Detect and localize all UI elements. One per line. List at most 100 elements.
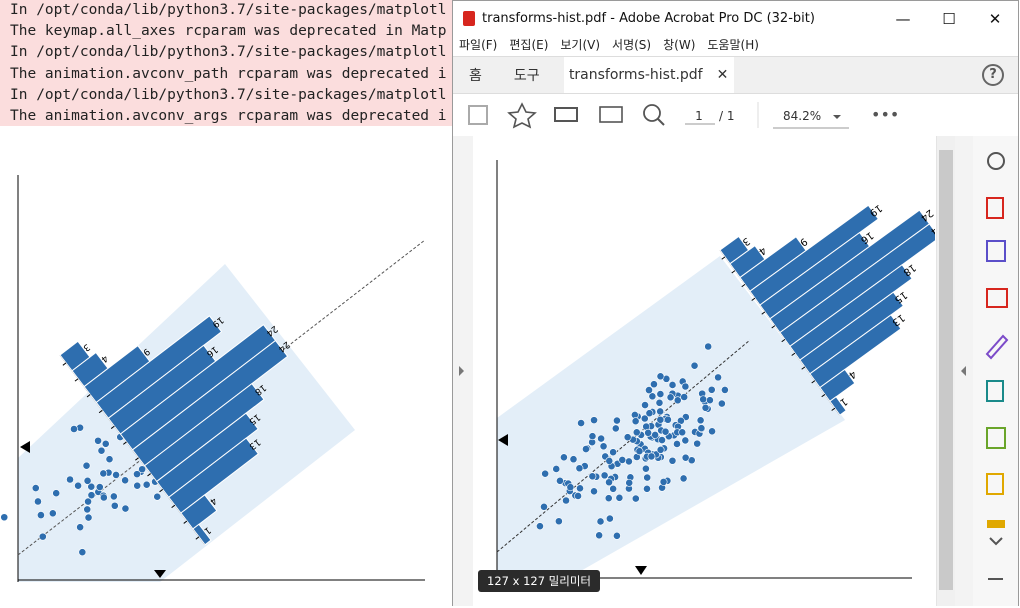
acrobat-window: transforms-hist.pdf - Adobe Acrobat Pro … xyxy=(452,0,1019,606)
app-icon xyxy=(463,11,475,26)
tool-icon[interactable] xyxy=(986,473,1004,495)
menu-item[interactable]: 편집(E) xyxy=(509,38,549,52)
scatter-point xyxy=(70,425,78,433)
tools-tab[interactable]: 도구 xyxy=(513,68,540,84)
window-title: transforms-hist.pdf - Adobe Acrobat Pro … xyxy=(482,11,815,26)
maximize[interactable]: ☐ xyxy=(942,9,956,28)
hist-tick xyxy=(195,536,200,540)
scatter-point xyxy=(105,455,114,464)
save[interactable] xyxy=(468,105,488,125)
scatter-point xyxy=(48,509,57,518)
tab-bar: 홈 도구 transforms-hist.pdf ✕ ? xyxy=(453,56,1018,94)
page xyxy=(473,136,936,606)
hist-tick xyxy=(122,441,127,445)
document-view xyxy=(453,136,1018,606)
scatter-point xyxy=(0,513,9,522)
collapse-right[interactable] xyxy=(961,366,966,376)
console-line: In /opt/conda/lib/python3.7/site-package… xyxy=(10,44,447,61)
hist-label: 9 xyxy=(140,346,151,358)
expand-left[interactable] xyxy=(459,366,464,376)
scatter-point xyxy=(76,523,85,532)
menu-item[interactable]: 도움말(H) xyxy=(707,38,759,52)
scatter-point xyxy=(110,501,119,510)
hist-tick xyxy=(110,425,115,429)
console-line: The animation.avconv_path rcparam was de… xyxy=(10,65,447,82)
scatter-point xyxy=(142,480,151,489)
hist-label: 4 xyxy=(207,495,218,507)
hist-tick xyxy=(62,362,67,366)
toolbar: 1 / 1 84.2% ••• xyxy=(453,94,1018,137)
scatter-point xyxy=(83,505,92,514)
menu-bar: 파일(F) 편집(E) 보기(V) 서명(S) 창(W) 도움말(H) xyxy=(453,36,1018,56)
page-total: / 1 xyxy=(719,109,735,123)
more-tools[interactable] xyxy=(989,537,1003,546)
hist-bar xyxy=(192,523,212,546)
menu-item[interactable]: 파일(F) xyxy=(459,38,498,52)
hist-label: 4 xyxy=(99,353,110,365)
scroll-thumb[interactable] xyxy=(939,150,953,590)
console-line: In /opt/conda/lib/python3.7/site-package… xyxy=(10,86,447,103)
zoom-tool[interactable] xyxy=(643,104,661,122)
help[interactable]: ? xyxy=(982,64,1004,86)
scatter-point xyxy=(153,492,162,501)
scatter-point xyxy=(84,513,93,522)
console-line: The animation.avconv_args rcparam was de… xyxy=(10,107,447,124)
tool-icon[interactable] xyxy=(986,240,1006,262)
scatter-point xyxy=(94,436,102,445)
scatter-point xyxy=(112,471,120,479)
scatter-point xyxy=(95,483,104,491)
document-tab[interactable]: transforms-hist.pdf ✕ xyxy=(563,57,734,93)
scatter-point xyxy=(133,470,141,479)
scatter-point xyxy=(87,482,96,491)
menu-item[interactable]: 보기(V) xyxy=(560,38,601,52)
hist-tick xyxy=(135,457,139,461)
scatter-point xyxy=(31,484,40,492)
toolbar-icons: 1 / 1 84.2% ••• xyxy=(468,102,899,129)
scatter-point xyxy=(82,461,91,470)
scatter-point xyxy=(34,497,42,506)
bookmark[interactable] xyxy=(507,102,537,129)
scatter-point xyxy=(138,465,147,474)
scatter-point xyxy=(97,446,106,455)
tool-icon[interactable] xyxy=(986,427,1006,449)
document-tab-label: transforms-hist.pdf xyxy=(568,67,703,83)
scatter-point xyxy=(78,548,87,557)
tool-icon[interactable] xyxy=(987,520,1005,528)
home-tab[interactable]: 홈 xyxy=(469,68,482,84)
hist-tick xyxy=(147,473,151,477)
menu-item[interactable]: 서명(S) xyxy=(612,38,652,52)
title-bar: transforms-hist.pdf - Adobe Acrobat Pro … xyxy=(453,1,1018,36)
minimize[interactable]: — xyxy=(895,9,911,28)
close[interactable]: ✕ xyxy=(988,9,1002,28)
more[interactable]: ••• xyxy=(871,105,899,124)
tool-icon[interactable] xyxy=(986,380,1004,402)
hist-tick xyxy=(159,488,164,493)
hist-tick xyxy=(86,394,91,398)
tab-close[interactable]: ✕ xyxy=(716,67,729,83)
scatter-point xyxy=(84,497,92,506)
hist-bar xyxy=(180,494,218,530)
email[interactable] xyxy=(599,106,623,123)
tool-icon[interactable] xyxy=(986,197,1004,219)
zoom-dropdown[interactable] xyxy=(833,115,841,119)
page-number: 1 xyxy=(695,109,703,123)
scatter-point xyxy=(101,439,110,448)
scatter-point xyxy=(74,481,82,490)
hist-bar xyxy=(168,437,260,514)
scatter-point xyxy=(99,493,108,502)
tool-icon[interactable] xyxy=(985,334,1009,360)
tool-icon[interactable] xyxy=(987,152,1005,170)
scatter-point xyxy=(121,476,130,485)
menu-item[interactable]: 창(W) xyxy=(663,38,696,52)
hist-label: 3 xyxy=(81,341,92,352)
tool-icon[interactable] xyxy=(986,288,1008,308)
document-area xyxy=(453,136,1018,606)
print[interactable] xyxy=(554,107,578,122)
scatter-point xyxy=(109,492,118,501)
hist-tick xyxy=(171,504,176,509)
console-line: In /opt/conda/lib/python3.7/site-package… xyxy=(10,2,447,18)
scatter-point xyxy=(87,491,96,500)
